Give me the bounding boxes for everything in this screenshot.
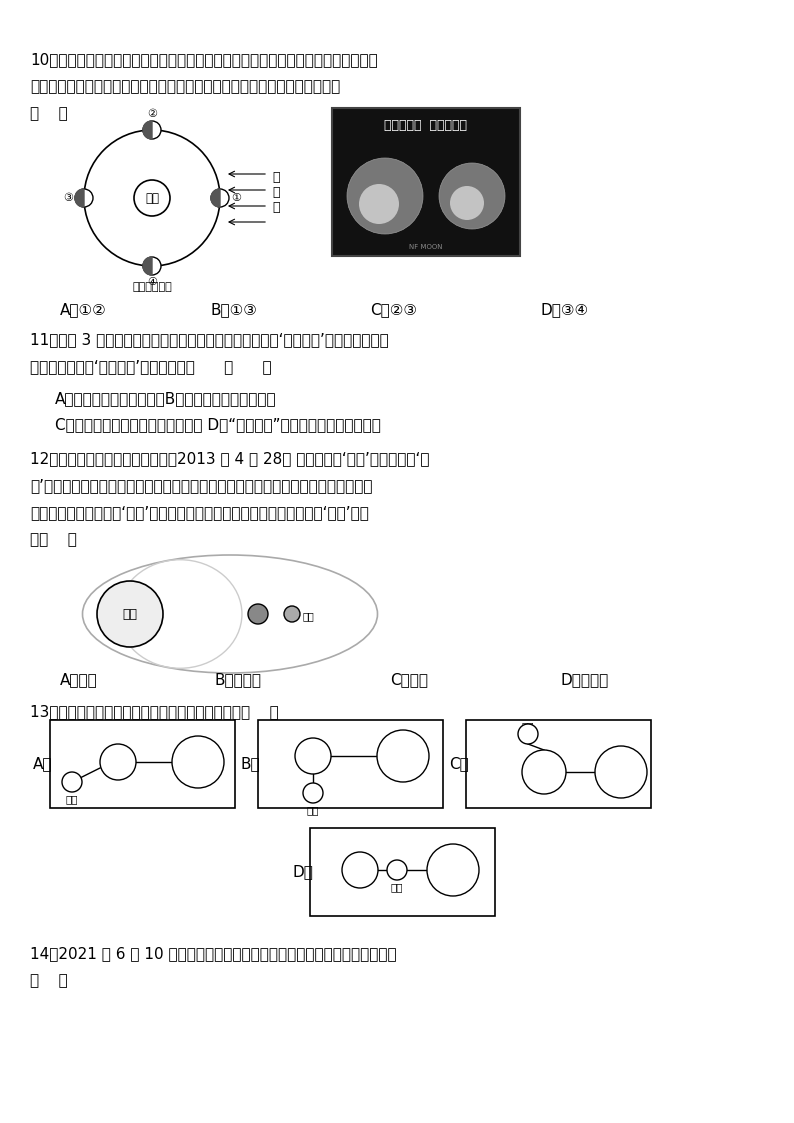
Circle shape — [450, 186, 484, 220]
Circle shape — [439, 163, 505, 229]
Text: 土星: 土星 — [303, 611, 314, 621]
Circle shape — [347, 158, 423, 234]
Text: NF MOON: NF MOON — [409, 244, 443, 250]
Text: 太: 太 — [272, 171, 279, 184]
Text: 月球: 月球 — [391, 882, 403, 892]
Text: 于（    ）: 于（ ） — [30, 532, 77, 547]
Circle shape — [248, 604, 268, 624]
Text: D．: D． — [293, 865, 314, 879]
Circle shape — [518, 724, 538, 745]
Text: ②: ② — [147, 109, 157, 119]
Circle shape — [211, 189, 229, 207]
Text: A．新月: A．新月 — [60, 672, 98, 687]
Bar — [466, 720, 651, 809]
Text: 14．2021 年 6 月 10 日上演了今年全球唯一一次日环食，下列说法中正确的是: 14．2021 年 6 月 10 日上演了今年全球唯一一次日环食，下列说法中正确… — [30, 946, 397, 961]
Text: 太阳: 太阳 — [122, 608, 137, 621]
Circle shape — [377, 730, 429, 782]
Circle shape — [359, 184, 399, 223]
Circle shape — [303, 783, 323, 803]
Text: A．那天晚上的月相是满月B．暗区是月球表面的高地: A．那天晚上的月相是满月B．暗区是月球表面的高地 — [55, 391, 276, 407]
Text: 地球: 地球 — [112, 757, 124, 767]
Text: 11．今年 3 月某晚，大多数地区可看到近十九年来最大的‘超级月亮’，即图中近地点: 11．今年 3 月某晚，大多数地区可看到近十九年来最大的‘超级月亮’，即图中近地… — [30, 332, 389, 347]
Text: 地球: 地球 — [306, 751, 319, 761]
Bar — [50, 720, 235, 809]
Text: 太阳: 太阳 — [447, 865, 459, 875]
Circle shape — [284, 606, 300, 622]
Text: 10．潮起潮落反映了日、地、月相互作用所产生的自然变化规律。当月相是新月或满: 10．潮起潮落反映了日、地、月相互作用所产生的自然变化规律。当月相是新月或满 — [30, 52, 378, 67]
Text: ④: ④ — [147, 277, 157, 287]
Circle shape — [522, 750, 566, 794]
Polygon shape — [211, 189, 220, 207]
Text: C．②③: C．②③ — [370, 302, 417, 317]
Text: A．: A． — [33, 757, 52, 772]
Text: B．: B． — [241, 757, 260, 772]
Bar — [310, 828, 495, 916]
Circle shape — [427, 844, 479, 896]
Text: 12．土星是太阳系的第二大行星，2013 年 4 月 28日 发生了土星‘冲日’现象。所谓‘冲: 12．土星是太阳系的第二大行星，2013 年 4 月 28日 发生了土星‘冲日’… — [30, 451, 430, 466]
Text: C．太阳光在这区发生的是镜面反射 D．“超级月亮”是由于那天月球体积变大: C．太阳光在这区发生的是镜面反射 D．“超级月亮”是由于那天月球体积变大 — [55, 417, 381, 432]
Circle shape — [342, 852, 378, 888]
Text: 月亮。下列有关‘超级月亮’说法正确的是      （      ）: 月亮。下列有关‘超级月亮’说法正确的是 （ ） — [30, 359, 272, 374]
Circle shape — [295, 738, 331, 774]
Circle shape — [172, 736, 224, 788]
Text: C．满月: C．满月 — [390, 672, 428, 687]
Circle shape — [387, 860, 407, 880]
Circle shape — [100, 745, 136, 780]
Text: B．①③: B．①③ — [210, 302, 257, 317]
Text: 日’是指位于地球轨道外侧的大行星和地球运行到与太阳同一条直线上，而且地球处于: 日’是指位于地球轨道外侧的大行星和地球运行到与太阳同一条直线上，而且地球处于 — [30, 478, 372, 493]
Text: 13．下列三球间的位置关系，有可能产生月食的是（    ）: 13．下列三球间的位置关系，有可能产生月食的是（ ） — [30, 704, 279, 719]
Text: D．下弦月: D．下弦月 — [560, 672, 608, 687]
Text: 阳: 阳 — [272, 186, 279, 199]
Text: 地球: 地球 — [538, 767, 550, 777]
Bar — [258, 720, 443, 809]
Polygon shape — [143, 121, 152, 139]
Text: A．①②: A．①② — [60, 302, 106, 317]
Text: 月球: 月球 — [306, 805, 319, 815]
Circle shape — [595, 746, 647, 798]
Polygon shape — [143, 257, 152, 275]
Text: 月时，地球上将出现天文大潮。出现天文光大潮时月球的位置是右侧图示中的: 月时，地球上将出现天文大潮。出现天文光大潮时月球的位置是右侧图示中的 — [30, 79, 341, 94]
Text: （    ）: （ ） — [30, 973, 67, 988]
Circle shape — [143, 121, 161, 139]
Circle shape — [75, 189, 93, 207]
Text: 近地点月亮  远地点月亮: 近地点月亮 远地点月亮 — [384, 119, 468, 133]
Text: ③: ③ — [63, 193, 73, 203]
Text: 月球公转轨道: 月球公转轨道 — [132, 282, 172, 292]
Bar — [332, 108, 520, 256]
Circle shape — [62, 772, 82, 792]
Text: 地球: 地球 — [354, 865, 366, 875]
Text: （    ）: （ ） — [30, 106, 67, 121]
Text: B．上弦月: B．上弦月 — [215, 672, 262, 687]
Text: 太阳: 太阳 — [397, 751, 409, 761]
Text: 大行星和太阳之间．在‘冲日’期间用天文望远镜观察土星，则看到的土星‘星相’类似: 大行星和太阳之间．在‘冲日’期间用天文望远镜观察土星，则看到的土星‘星相’类似 — [30, 505, 369, 520]
Text: 太阳: 太阳 — [191, 757, 204, 767]
Text: ①: ① — [231, 193, 241, 203]
Text: 月球: 月球 — [66, 794, 79, 804]
Circle shape — [134, 180, 170, 216]
Text: 地球: 地球 — [145, 192, 159, 204]
Text: 太阳: 太阳 — [615, 767, 627, 777]
Text: 光: 光 — [272, 201, 279, 214]
Text: 地球: 地球 — [252, 609, 264, 619]
Text: 月球: 月球 — [522, 721, 534, 731]
Text: D．③④: D．③④ — [540, 302, 588, 317]
Polygon shape — [75, 189, 84, 207]
Text: C．: C． — [449, 757, 468, 772]
Circle shape — [97, 581, 163, 647]
Circle shape — [143, 257, 161, 275]
